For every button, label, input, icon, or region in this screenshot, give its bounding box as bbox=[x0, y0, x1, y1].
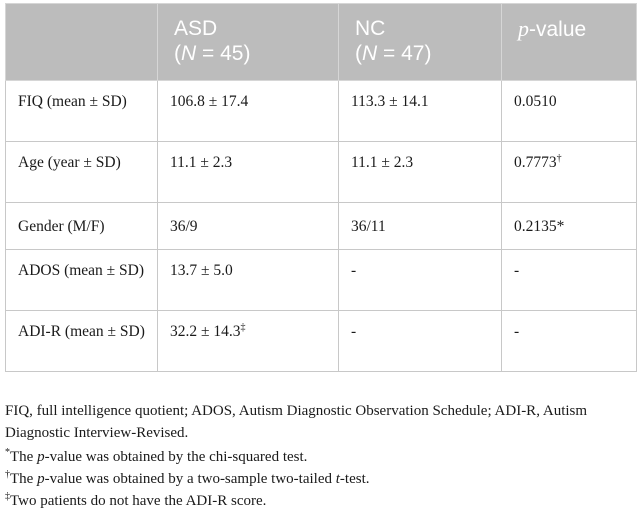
cell-asd-value: 36/9 bbox=[170, 218, 198, 235]
row-label: ADI-R (mean ± SD) bbox=[5, 310, 158, 372]
cell-pvalue: - bbox=[501, 310, 637, 372]
table-footnotes: FIQ, full intelligence quotient; ADOS, A… bbox=[5, 400, 636, 512]
table-row: ADOS (mean ± SD) 13.7 ± 5.0 - - bbox=[5, 249, 637, 311]
footnote-chi-squared: *The p-value was obtained by the chi-squ… bbox=[5, 446, 636, 468]
cell-asd-value: 11.1 ± 2.3 bbox=[170, 154, 233, 171]
row-label: FIQ (mean ± SD) bbox=[5, 80, 158, 142]
table-row: ADI-R (mean ± SD) 32.2 ± 14.3‡ - - bbox=[5, 310, 637, 372]
header-row: ASD (N = 45) NC (N = 47) p-value bbox=[5, 3, 637, 81]
header-nc-n-open: ( bbox=[355, 42, 362, 65]
cell-asd-value: 106.8 ± 17.4 bbox=[170, 93, 249, 110]
footnote-text: -test. bbox=[339, 471, 370, 487]
footnote-italic-t: t bbox=[335, 471, 340, 487]
header-nc-n-var: N bbox=[362, 42, 378, 65]
cell-pvalue: 0.2135* bbox=[501, 202, 637, 250]
cell-asd-sup: ‡ bbox=[240, 321, 246, 333]
footnote-mark-dagger: † bbox=[5, 469, 10, 480]
row-label: Age (year ± SD) bbox=[5, 141, 158, 203]
cell-pvalue-value: 0.2135* bbox=[514, 218, 565, 235]
footnote-text: The bbox=[10, 471, 38, 487]
cell-asd-value: 32.2 ± 14.3 bbox=[170, 323, 241, 340]
cell-nc: 36/11 bbox=[338, 202, 502, 250]
header-asd-label: ASD bbox=[174, 17, 218, 40]
row-label: Gender (M/F) bbox=[5, 202, 158, 250]
cell-pvalue-value: 0.0510 bbox=[514, 93, 557, 110]
cell-asd-value: 13.7 ± 5.0 bbox=[170, 262, 233, 279]
header-nc-label: NC bbox=[355, 17, 386, 40]
header-pvalue: p-value bbox=[501, 3, 637, 81]
cell-nc: - bbox=[338, 310, 502, 372]
footnote-italic-p: p bbox=[37, 471, 45, 487]
cell-asd: 106.8 ± 17.4 bbox=[157, 80, 339, 142]
header-pvalue-p: p bbox=[518, 16, 529, 41]
cell-pvalue-value: 0.7773 bbox=[514, 154, 557, 171]
table-row: Gender (M/F) 36/9 36/11 0.2135* bbox=[5, 202, 637, 250]
cell-pvalue-value: - bbox=[514, 262, 520, 279]
demographics-table-container: ASD (N = 45) NC (N = 47) p-value FIQ (me… bbox=[5, 3, 637, 372]
header-asd-n-var: N bbox=[181, 42, 197, 65]
header-asd: ASD (N = 45) bbox=[157, 3, 339, 81]
row-label: ADOS (mean ± SD) bbox=[5, 249, 158, 311]
header-nc: NC (N = 47) bbox=[338, 3, 502, 81]
footnote-mark-asterisk: * bbox=[5, 447, 10, 458]
cell-asd: 11.1 ± 2.3 bbox=[157, 141, 339, 203]
table-body: FIQ (mean ± SD) 106.8 ± 17.4 113.3 ± 14.… bbox=[5, 80, 637, 372]
table-row: FIQ (mean ± SD) 106.8 ± 17.4 113.3 ± 14.… bbox=[5, 80, 637, 142]
cell-nc: 11.1 ± 2.3 bbox=[338, 141, 502, 203]
cell-pvalue-value: - bbox=[514, 323, 520, 340]
demographics-table: ASD (N = 45) NC (N = 47) p-value FIQ (me… bbox=[5, 3, 637, 372]
cell-asd: 32.2 ± 14.3‡ bbox=[157, 310, 339, 372]
header-asd-n-rest: = 45) bbox=[196, 42, 251, 65]
abbreviations-note: FIQ, full intelligence quotient; ADOS, A… bbox=[5, 403, 588, 441]
table-row: Age (year ± SD) 11.1 ± 2.3 11.1 ± 2.3 0.… bbox=[5, 141, 637, 203]
table-header: ASD (N = 45) NC (N = 47) p-value bbox=[5, 3, 637, 81]
cell-pvalue: 0.0510 bbox=[501, 80, 637, 142]
header-pvalue-rest: -value bbox=[529, 18, 587, 41]
cell-pvalue: - bbox=[501, 249, 637, 311]
footnote-italic-p: p bbox=[37, 449, 45, 465]
footnote-text: Two patients do not have the ADI-R score… bbox=[10, 493, 267, 509]
cell-nc: - bbox=[338, 249, 502, 311]
footnote-text: -value was obtained by a two-sample two-… bbox=[44, 471, 336, 487]
cell-asd: 13.7 ± 5.0 bbox=[157, 249, 339, 311]
footnote-mark-double-dagger: ‡ bbox=[5, 491, 10, 502]
cell-asd: 36/9 bbox=[157, 202, 339, 250]
cell-nc: 113.3 ± 14.1 bbox=[338, 80, 502, 142]
cell-pvalue-sup: † bbox=[556, 152, 562, 164]
footnote-t-test: †The p-value was obtained by a two-sampl… bbox=[5, 468, 636, 490]
footnote-adir-missing: ‡Two patients do not have the ADI-R scor… bbox=[5, 490, 636, 512]
header-nc-n-rest: = 47) bbox=[377, 42, 432, 65]
cell-pvalue: 0.7773† bbox=[501, 141, 637, 203]
header-empty-cell bbox=[5, 3, 158, 81]
header-asd-n-open: ( bbox=[174, 42, 181, 65]
footnote-text: -value was obtained by the chi-squared t… bbox=[44, 449, 308, 465]
footnote-text: The bbox=[10, 449, 38, 465]
